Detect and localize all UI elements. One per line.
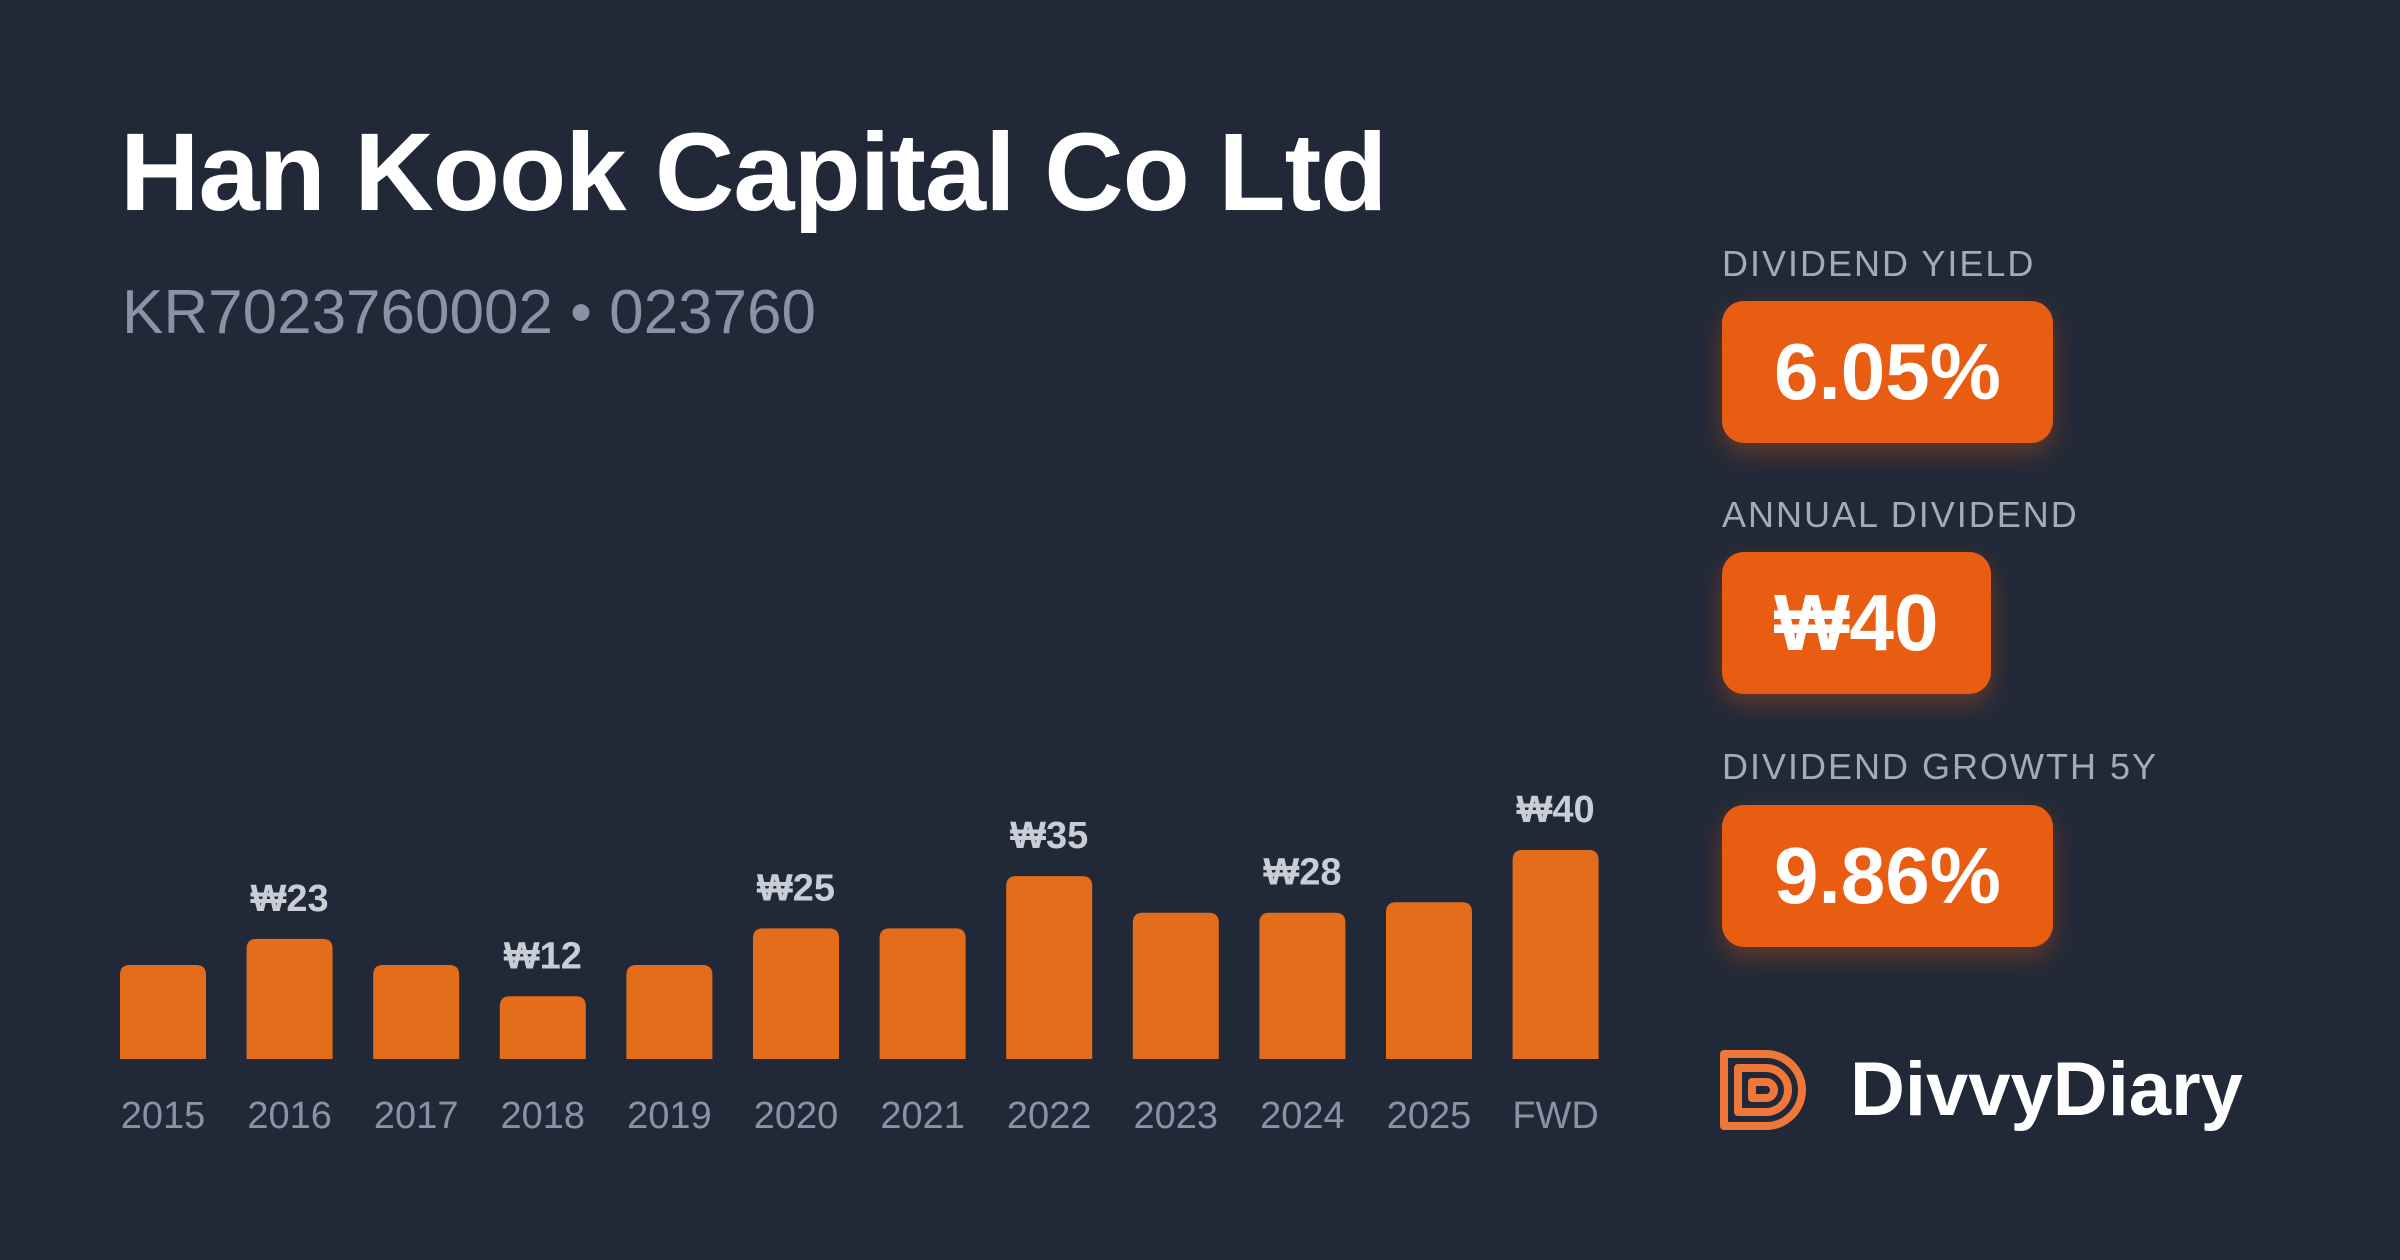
dividend-growth-value: 9.86% — [1722, 805, 2053, 947]
x-tick-label: 2022 — [1007, 1095, 1092, 1137]
x-tick-label: 2020 — [754, 1095, 839, 1137]
divvydiary-logo-icon — [1720, 1050, 1806, 1130]
bar-value-label: ₩23 — [251, 878, 329, 920]
isin-ticker: KR7023760002 • 023760 — [122, 278, 816, 347]
x-tick-label: 2024 — [1260, 1095, 1345, 1137]
x-tick-label: 2019 — [627, 1095, 712, 1137]
bar-2019 — [626, 964, 713, 1059]
bar-value-label: ₩25 — [757, 867, 835, 909]
brand: DivvyDiary — [1720, 1050, 2243, 1130]
bar-2016 — [246, 938, 333, 1059]
x-tick-label: 2017 — [374, 1095, 459, 1137]
x-tick-label: 2021 — [880, 1095, 965, 1137]
dividend-growth-label: DIVIDEND GROWTH 5Y — [1722, 746, 2159, 787]
bar-fwd — [1512, 850, 1599, 1059]
company-name: Han Kook Capital Co Ltd — [120, 111, 1387, 234]
dividend-yield-value: 6.05% — [1722, 301, 2053, 443]
annual-dividend-label: ANNUAL DIVIDEND — [1722, 494, 2079, 535]
bar-value-label: ₩35 — [1010, 815, 1088, 857]
x-tick-label: 2015 — [121, 1095, 206, 1137]
x-tick-label: 2018 — [501, 1095, 586, 1137]
dividend-bar-chart: 2015 2016 ₩23 2017 2018 ₩12 2019 2020 ₩25 2021 202… — [120, 789, 1599, 1137]
bar-value-label: ₩28 — [1263, 852, 1341, 894]
brand-name: DivvyDiary — [1850, 1047, 2243, 1132]
bar-2021 — [879, 928, 966, 1059]
bar-value-label: ₩12 — [504, 935, 582, 977]
bar-2022 — [1006, 876, 1093, 1059]
annual-dividend-value: ₩40 — [1722, 552, 1991, 694]
x-tick-label: 2025 — [1387, 1095, 1472, 1137]
x-tick-label: 2023 — [1134, 1095, 1219, 1137]
bar-2018 — [499, 996, 586, 1059]
bar-value-label: ₩40 — [1517, 789, 1595, 831]
bar-2024 — [1259, 912, 1346, 1059]
x-tick-label: FWD — [1512, 1095, 1599, 1137]
x-tick-label: 2016 — [247, 1095, 332, 1137]
bar-2023 — [1132, 912, 1219, 1059]
bar-2017 — [373, 964, 460, 1059]
bar-2025 — [1386, 902, 1472, 1059]
bar-2020 — [753, 928, 839, 1059]
bar-2015 — [120, 964, 206, 1059]
dividend-yield-label: DIVIDEND YIELD — [1722, 243, 2036, 284]
